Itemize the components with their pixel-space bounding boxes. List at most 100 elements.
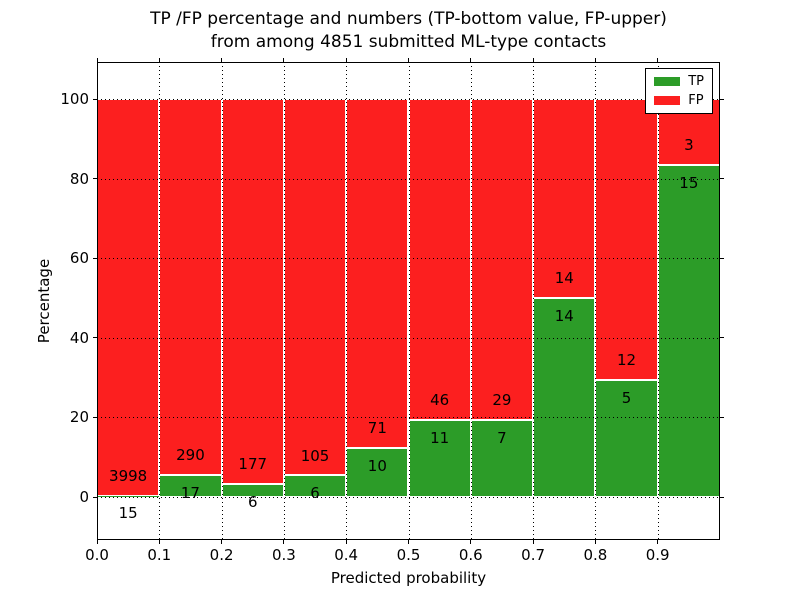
tp-count-label-6: 7: [497, 428, 507, 447]
tp-swatch-icon: [654, 77, 681, 86]
gridline-x-0.1: [159, 62, 161, 540]
x-tick-top-0.5: [408, 58, 409, 62]
x-tick-label-0.0: 0.0: [85, 546, 109, 564]
x-tick-label-0.9: 0.9: [645, 546, 670, 564]
legend-item-fp: FP: [654, 93, 704, 108]
x-tick-label-0.5: 0.5: [396, 546, 421, 564]
fp-count-label-8: 12: [616, 351, 637, 370]
chart-title-line1: TP /FP percentage and numbers (TP-bottom…: [150, 9, 667, 29]
chart-title: TP /FP percentage and numbers (TP-bottom…: [97, 8, 720, 54]
y-tick-right-80: [720, 178, 724, 180]
bar-tp-8: [595, 379, 658, 497]
x-tick-top-0.3: [283, 58, 285, 62]
chart-title-line2: from among 4851 submitted ML-type contac…: [210, 32, 607, 52]
bar-fp-5: [408, 99, 471, 421]
x-tick-bottom-0.7: [532, 540, 534, 544]
x-tick-bottom-0.3: [283, 540, 285, 544]
tp-count-label-4: 10: [367, 456, 387, 475]
bar-fp-4: [346, 99, 409, 448]
bar-tp-9: [657, 165, 720, 497]
x-tick-bottom-0.1: [158, 540, 160, 544]
plot-area: 3998 15 290 17 177 6 105 6 71 10 46 11 29 7 14 14 12 5 3 15…: [60, 58, 724, 564]
x-tick-top-0.6: [470, 58, 472, 62]
x-tick-top-0.9: [657, 58, 659, 62]
fp-count-label-2: 177: [238, 455, 268, 474]
x-tick-bottom-0.5: [408, 540, 409, 544]
y-tick-label-100: 100: [60, 90, 89, 108]
legend-label-tp: TP: [688, 74, 704, 89]
y-tick-left-0: [93, 496, 97, 498]
gridline-x-0.5: [408, 62, 410, 540]
tp-count-label-0: 15: [118, 504, 138, 523]
legend: TP FP: [645, 68, 713, 114]
bar-fp-8: [595, 99, 658, 380]
y-tick-label-20: 20: [69, 408, 89, 427]
x-tick-bottom-0.9: [657, 540, 659, 544]
tp-count-label-1: 17: [180, 483, 200, 502]
gridline-x-0.7: [533, 62, 535, 540]
bar-tp-7: [533, 298, 596, 497]
bar-fp-1: [159, 99, 222, 475]
gridline-x-0.6: [470, 62, 472, 540]
gridline-x-0.4: [346, 62, 348, 540]
bar-fp-6: [470, 99, 534, 420]
fp-count-label-9: 3: [684, 136, 694, 155]
x-tick-bottom-0.2: [221, 540, 223, 544]
gridline-x-0.8: [595, 62, 597, 540]
y-tick-right-100: [720, 98, 724, 100]
y-tick-left-80: [93, 178, 97, 180]
x-axis-label: Predicted probability: [330, 569, 487, 587]
legend-item-tp: TP: [654, 74, 704, 89]
y-tick-label-0: 0: [79, 488, 89, 507]
x-tick-bottom-0.4: [345, 540, 347, 544]
x-tick-bottom-0.8: [594, 540, 596, 544]
x-tick-top-0.2: [221, 58, 223, 62]
x-tick-top-0.4: [345, 58, 347, 62]
bar-fp-0: [97, 99, 160, 496]
y-tick-left-100: [93, 98, 97, 100]
gridline-x-0.9: [657, 62, 659, 540]
legend-label-fp: FP: [688, 93, 704, 108]
x-tick-label-0.4: 0.4: [334, 546, 359, 564]
tp-count-label-9: 15: [679, 174, 699, 193]
x-tick-top-0.0: [96, 58, 98, 62]
y-tick-left-40: [93, 337, 97, 339]
bar-tp-5: [408, 420, 471, 497]
bar-fp-3: [283, 99, 347, 476]
x-tick-label-0.8: 0.8: [583, 546, 608, 564]
x-tick-label-0.3: 0.3: [271, 546, 296, 564]
fp-count-label-6: 29: [492, 390, 512, 409]
x-tick-label-0.1: 0.1: [147, 546, 172, 564]
fp-count-label-0: 3998: [109, 466, 148, 485]
fp-count-label-5: 46: [430, 391, 450, 410]
fp-swatch-icon: [654, 96, 681, 105]
y-tick-right-0: [720, 496, 724, 498]
tp-count-label-5: 11: [430, 429, 450, 448]
tp-count-label-3: 6: [310, 484, 320, 503]
x-tick-label-0.7: 0.7: [521, 546, 546, 564]
x-tick-label-0.2: 0.2: [209, 546, 234, 564]
x-tick-label-0.6: 0.6: [458, 546, 483, 564]
fp-count-label-7: 14: [554, 269, 574, 288]
y-tick-left-60: [93, 257, 97, 259]
x-tick-bottom-0.0: [96, 540, 98, 544]
fp-count-label-4: 71: [367, 418, 387, 437]
y-tick-label-60: 60: [69, 249, 89, 268]
y-tick-right-20: [720, 416, 724, 418]
x-tick-top-0.7: [532, 58, 534, 62]
tp-count-label-2: 6: [247, 492, 258, 511]
bar-fp-2: [221, 99, 284, 484]
x-tick-top-0.1: [158, 58, 160, 62]
y-tick-right-60: [720, 257, 724, 259]
gridline-x-0.2: [221, 62, 223, 540]
y-tick-label-80: 80: [69, 169, 89, 188]
x-tick-top-0.8: [594, 58, 596, 62]
fp-count-label-3: 105: [300, 446, 330, 465]
tp-count-label-8: 5: [621, 388, 632, 407]
y-tick-left-20: [93, 416, 97, 418]
y-tick-label-40: 40: [69, 328, 89, 347]
bar-tp-6: [470, 419, 534, 497]
bar-tp-0: [97, 495, 160, 497]
x-tick-bottom-0.6: [470, 540, 472, 544]
